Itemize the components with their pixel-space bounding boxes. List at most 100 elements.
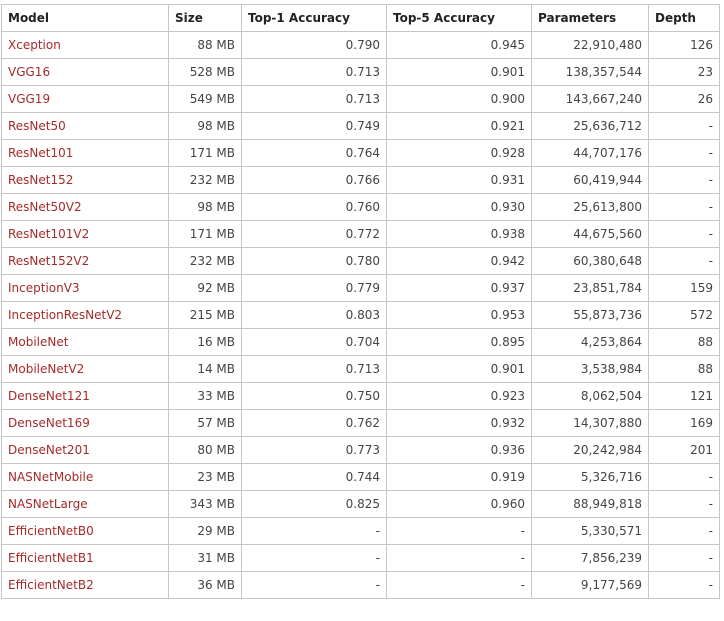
table-row: MobileNet 16 MB 0.704 0.895 4,253,864 88 (1, 328, 720, 356)
model-link[interactable]: NASNetMobile (8, 470, 94, 484)
cell-depth: - (648, 247, 720, 275)
cell-depth: - (648, 193, 720, 221)
header-size: Size (168, 4, 242, 32)
cell-depth: 88 (648, 328, 720, 356)
model-link[interactable]: ResNet101 (8, 146, 74, 160)
cell-top1-accuracy: 0.766 (241, 166, 387, 194)
model-link[interactable]: ResNet50V2 (8, 200, 82, 214)
table-row: ResNet152V2 232 MB 0.780 0.942 60,380,648- (1, 247, 720, 275)
cell-parameters: 44,675,560 (531, 220, 649, 248)
cell-parameters: 55,873,736 (531, 301, 649, 329)
model-link[interactable]: ResNet50 (8, 119, 66, 133)
header-depth: Depth (648, 4, 720, 32)
model-link[interactable]: EfficientNetB2 (8, 578, 94, 592)
cell-top5-accuracy: 0.930 (386, 193, 532, 221)
table-row: DenseNet169 57 MB 0.762 0.932 14,307,880 169 (1, 409, 720, 437)
cell-parameters: 9,177,569 (531, 571, 649, 599)
cell-model: NASNetLarge (1, 490, 169, 518)
model-link[interactable]: ResNet152V2 (8, 254, 90, 268)
cell-parameters: 138,357,544 (531, 58, 649, 86)
cell-parameters: 7,856,239 (531, 544, 649, 572)
cell-parameters: 3,538,984 (531, 355, 649, 383)
cell-top5-accuracy: - (386, 517, 532, 545)
cell-top5-accuracy: 0.900 (386, 85, 532, 113)
cell-top1-accuracy: 0.762 (241, 409, 387, 437)
cell-depth: 572 (648, 301, 720, 329)
cell-size: 33 MB (168, 382, 242, 410)
cell-top5-accuracy: 0.901 (386, 355, 532, 383)
cell-depth: 126 (648, 31, 720, 59)
cell-top5-accuracy: 0.942 (386, 247, 532, 275)
cell-size: 171 MB (168, 220, 242, 248)
model-link[interactable]: MobileNetV2 (8, 362, 85, 376)
cell-parameters: 8,062,504 (531, 382, 649, 410)
cell-top5-accuracy: 0.928 (386, 139, 532, 167)
cell-depth: - (648, 463, 720, 491)
cell-parameters: 23,851,784 (531, 274, 649, 302)
cell-top5-accuracy: 0.960 (386, 490, 532, 518)
cell-size: 36 MB (168, 571, 242, 599)
model-link[interactable]: DenseNet169 (8, 416, 90, 430)
model-link[interactable]: EfficientNetB1 (8, 551, 94, 565)
table-row: InceptionResNetV2 215 MB 0.803 0.953 55,873,… (1, 301, 720, 329)
table-body: Xception 88 MB 0.790 0.945 22,910,480 126 VGG1… (1, 31, 720, 599)
model-link[interactable]: EfficientNetB0 (8, 524, 94, 538)
model-link[interactable]: InceptionV3 (8, 281, 80, 295)
cell-top5-accuracy: - (386, 544, 532, 572)
cell-size: 549 MB (168, 85, 242, 113)
cell-parameters: 60,419,944 (531, 166, 649, 194)
cell-top5-accuracy: 0.931 (386, 166, 532, 194)
cell-model: VGG16 (1, 58, 169, 86)
cell-size: 98 MB (168, 112, 242, 140)
model-link[interactable]: ResNet152 (8, 173, 74, 187)
cell-parameters: 60,380,648 (531, 247, 649, 275)
cell-depth: 159 (648, 274, 720, 302)
model-link[interactable]: InceptionResNetV2 (8, 308, 123, 322)
cell-parameters: 25,636,712 (531, 112, 649, 140)
cell-top1-accuracy: - (241, 517, 387, 545)
cell-parameters: 44,707,176 (531, 139, 649, 167)
cell-model: InceptionResNetV2 (1, 301, 169, 329)
header-top5-accuracy: Top-5 Accuracy (386, 4, 532, 32)
cell-size: 92 MB (168, 274, 242, 302)
model-link[interactable]: Xception (8, 38, 61, 52)
cell-model: EfficientNetB1 (1, 544, 169, 572)
cell-depth: - (648, 139, 720, 167)
cell-model: DenseNet121 (1, 382, 169, 410)
cell-model: EfficientNetB0 (1, 517, 169, 545)
cell-top5-accuracy: 0.953 (386, 301, 532, 329)
table-row: MobileNetV2 14 MB 0.713 0.901 3,538,984 88 (1, 355, 720, 383)
cell-model: DenseNet201 (1, 436, 169, 464)
table-row: EfficientNetB0 29 MB - -5,330,571- (1, 517, 720, 545)
model-link[interactable]: VGG19 (8, 92, 51, 106)
model-link[interactable]: DenseNet201 (8, 443, 90, 457)
cell-size: 23 MB (168, 463, 242, 491)
cell-depth: 23 (648, 58, 720, 86)
header-model: Model (1, 4, 169, 32)
cell-top1-accuracy: 0.773 (241, 436, 387, 464)
cell-parameters: 88,949,818 (531, 490, 649, 518)
cell-model: ResNet152 (1, 166, 169, 194)
cell-top1-accuracy: 0.760 (241, 193, 387, 221)
cell-parameters: 20,242,984 (531, 436, 649, 464)
cell-parameters: 5,326,716 (531, 463, 649, 491)
cell-size: 98 MB (168, 193, 242, 221)
header-parameters: Parameters (531, 4, 649, 32)
table-row: EfficientNetB2 36 MB - -9,177,569- (1, 571, 720, 599)
cell-depth: 26 (648, 85, 720, 113)
cell-parameters: 143,667,240 (531, 85, 649, 113)
cell-model: ResNet50 (1, 112, 169, 140)
cell-top1-accuracy: 0.772 (241, 220, 387, 248)
cell-size: 528 MB (168, 58, 242, 86)
model-link[interactable]: MobileNet (8, 335, 69, 349)
model-link[interactable]: NASNetLarge (8, 497, 88, 511)
cell-parameters: 22,910,480 (531, 31, 649, 59)
cell-depth: - (648, 544, 720, 572)
cell-size: 29 MB (168, 517, 242, 545)
model-link[interactable]: DenseNet121 (8, 389, 90, 403)
cell-top1-accuracy: 0.780 (241, 247, 387, 275)
cell-depth: 121 (648, 382, 720, 410)
model-link[interactable]: VGG16 (8, 65, 51, 79)
cell-top1-accuracy: 0.704 (241, 328, 387, 356)
model-link[interactable]: ResNet101V2 (8, 227, 90, 241)
